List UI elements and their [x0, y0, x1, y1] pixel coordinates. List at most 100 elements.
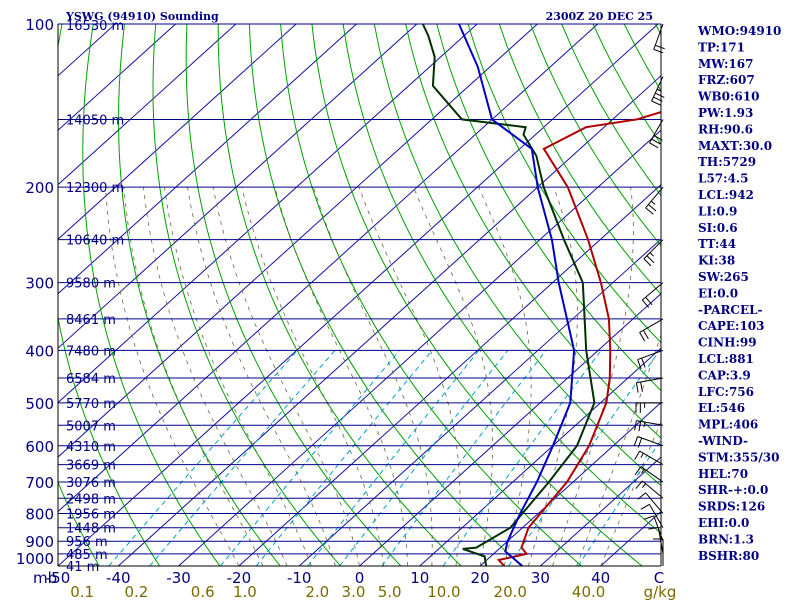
wind-barb-feather	[641, 299, 650, 308]
wind-barb-feather	[634, 420, 637, 431]
wind-barb-feather	[634, 466, 642, 476]
temperature-tick-label: 0	[355, 569, 365, 587]
plot-frame	[57, 24, 662, 567]
dry-adiabat	[152, 24, 342, 566]
wind-barb-staff	[645, 492, 664, 514]
temperature-line	[496, 111, 661, 566]
stat-line: STM:355/30	[698, 450, 779, 464]
pressure-label: 700	[25, 474, 54, 492]
pressure-label: 600	[25, 438, 54, 456]
stat-line: TP:171	[698, 40, 745, 54]
isotherm-line	[117, 75, 661, 566]
height-label: 5770 m	[66, 397, 116, 412]
wind-barb-feather	[655, 44, 665, 50]
isotherm-line	[58, 24, 538, 458]
height-label: 41 m	[66, 560, 99, 575]
wind-barb-feather	[637, 359, 642, 370]
wind-barb-feather	[649, 142, 659, 149]
stat-line: PW:1.93	[698, 106, 753, 120]
temperature-tick-label: -20	[227, 569, 252, 587]
moist-adiabat	[527, 187, 578, 566]
isotherm-line	[419, 347, 661, 566]
wind-barb-feather	[644, 515, 654, 520]
temperature-tick-label: 30	[531, 569, 550, 587]
mixing-ratio-unit-label: g/kg	[644, 583, 677, 600]
wind-barb-feather	[643, 258, 652, 267]
height-label: 956 m	[66, 535, 108, 550]
mixing-ratio-label: 40.0	[572, 583, 605, 600]
wind-barb	[641, 282, 664, 308]
wind-barb	[640, 503, 664, 528]
wind-barb	[653, 23, 665, 54]
wind-barb	[634, 450, 664, 466]
mixing-ratio-label: 0.1	[70, 583, 94, 600]
wind-barb	[633, 436, 664, 448]
wind-barb	[637, 349, 664, 370]
dry-adiabat	[373, 24, 661, 487]
wind-barb-feather	[634, 450, 641, 461]
isotherm-line	[58, 24, 357, 295]
wind-barb	[645, 186, 664, 215]
wind-barb-feather	[648, 526, 659, 530]
wind-barb	[651, 76, 665, 106]
moist-adiabat	[164, 187, 312, 566]
dry-adiabat	[436, 24, 661, 392]
height-label: 2498 m	[66, 492, 116, 507]
isotherm-line	[540, 456, 661, 566]
stat-line: TH:5729	[698, 155, 756, 169]
stat-line: FRZ:607	[698, 73, 755, 87]
wind-barb	[635, 480, 664, 499]
pressure-label: 900	[25, 533, 54, 551]
wind-barb-staff	[643, 239, 664, 260]
wind-barb-half-feather	[643, 422, 646, 428]
stat-line: EI:0.0	[698, 286, 738, 300]
wind-barb-feather	[653, 48, 664, 54]
stat-line: SHR-+:0.0	[698, 483, 768, 497]
moist-adiabat	[313, 187, 433, 566]
height-label: 1448 m	[66, 522, 116, 537]
dry-adiabat	[498, 24, 661, 296]
dry-adiabat	[405, 24, 661, 439]
wind-barb-staff	[653, 515, 664, 542]
wind-barb	[634, 466, 664, 483]
wind-barb-feather	[638, 421, 642, 432]
wind-barb-feather	[640, 503, 650, 510]
wind-barb-feather	[633, 436, 639, 447]
stat-line: LI:0.9	[698, 204, 737, 218]
wind-barb	[634, 420, 664, 432]
title-right: 2300Z 20 DEC 25	[546, 10, 653, 23]
wind-barb-staff	[645, 186, 664, 209]
wind-barb-feather	[640, 381, 643, 392]
dry-adiabat	[58, 480, 100, 566]
wind-barb-feather	[646, 255, 655, 264]
stat-line: BSHR:80	[698, 549, 759, 563]
wind-barb-staff	[636, 377, 664, 384]
height-label: 4310 m	[66, 440, 116, 455]
height-label: 3076 m	[66, 476, 116, 491]
wind-barb-feather	[635, 382, 639, 393]
stat-line: WMO:94910	[697, 24, 781, 38]
temperature-tick-label: 20	[471, 569, 490, 587]
mixing-ratio-label: 5.0	[378, 583, 402, 600]
wind-barb	[637, 492, 664, 514]
wind-barb-feather	[637, 492, 646, 500]
stat-line: LFC:756	[698, 385, 754, 399]
temperature-tick-label: -10	[287, 569, 312, 587]
mixing-ratio-label: 0.6	[191, 583, 215, 600]
wind-barb-feather	[637, 437, 643, 448]
isotherm-line	[58, 24, 176, 131]
height-label: 3669 m	[66, 459, 116, 474]
dry-adiabat	[467, 24, 661, 344]
height-label: 12300 m	[66, 181, 124, 196]
parcel-line	[458, 24, 576, 566]
stat-line: SRDS:126	[698, 500, 765, 514]
pressure-label: 500	[25, 395, 54, 413]
wind-barb	[639, 318, 664, 342]
wind-barb-feather	[641, 357, 646, 368]
stat-line: L57:4.5	[698, 172, 748, 186]
temperature-tick-label: -50	[46, 569, 71, 587]
temperature-tick-label: C	[654, 569, 664, 587]
pressure-label: 400	[25, 342, 54, 360]
height-label: 485 m	[66, 548, 108, 563]
